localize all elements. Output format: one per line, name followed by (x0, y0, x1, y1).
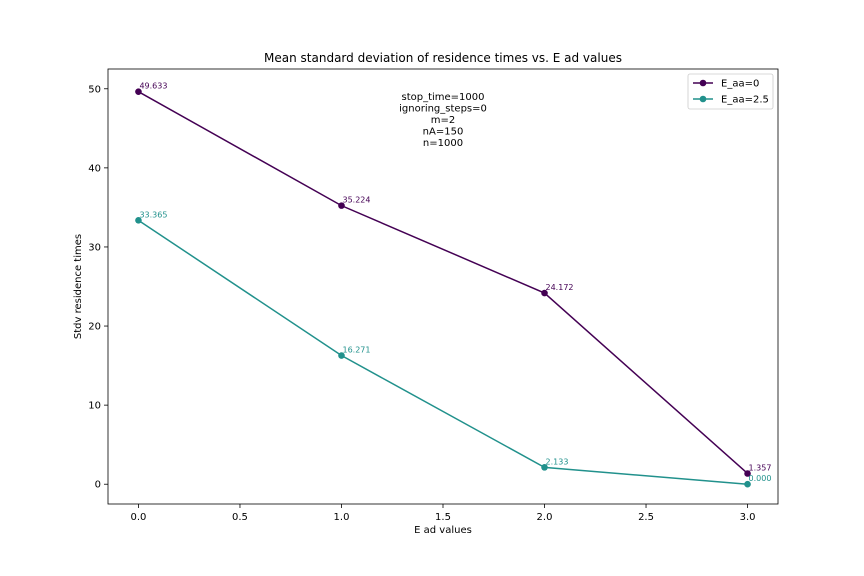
legend-item: E_aa=2.5 (693, 95, 769, 106)
annotation-line: ignoring_steps=0 (399, 104, 487, 115)
data-point (744, 480, 751, 488)
data-point (541, 289, 548, 297)
y-axis-label: Stdv residence times (73, 234, 84, 339)
y-tick-label: 20 (88, 322, 101, 333)
data-label: 1.357 (749, 463, 772, 472)
legend-label: E_aa=0 (721, 79, 759, 90)
series-1: 33.365 16.271 2.133 0.000 (135, 210, 772, 488)
y-tick-label: 50 (88, 84, 101, 95)
annotation-line: m=2 (431, 115, 455, 126)
data-label: 0.000 (749, 474, 772, 483)
x-tick-label: 2.5 (638, 512, 654, 523)
x-axis: 0.0 0.5 1.0 1.5 2.0 2.5 3.0 (131, 504, 756, 523)
series-line (138, 91, 749, 475)
data-label: 35.224 (342, 196, 370, 205)
y-axis: 0 10 20 30 40 50 (88, 84, 108, 491)
data-point (338, 352, 345, 359)
data-point (338, 202, 345, 209)
data-point (135, 217, 142, 224)
legend: E_aa=0 E_aa=2.5 (687, 73, 774, 110)
y-tick-label: 40 (88, 163, 101, 174)
x-tick-label: 1.0 (334, 512, 350, 523)
legend-item: E_aa=0 (693, 79, 759, 90)
x-tick-label: 0.0 (131, 512, 147, 523)
chart-title: Mean standard deviation of residence tim… (264, 51, 622, 65)
data-point (744, 470, 751, 477)
legend-marker (699, 95, 707, 103)
data-label: 33.365 (139, 210, 167, 219)
data-label: 49.633 (139, 82, 167, 91)
data-point (541, 464, 548, 471)
y-tick-label: 0 (95, 480, 101, 491)
y-tick-label: 10 (88, 401, 101, 412)
legend-marker (699, 79, 707, 87)
x-tick-label: 1.5 (435, 512, 451, 523)
x-tick-label: 0.5 (232, 512, 248, 523)
x-axis-label: E ad values (414, 525, 472, 536)
x-tick-label: 3.0 (740, 512, 756, 523)
x-tick-label: 2.0 (537, 512, 553, 523)
series-line (138, 219, 748, 485)
legend-label: E_aa=2.5 (721, 95, 769, 106)
annotation-line: nA=150 (423, 127, 464, 138)
annotation-line: stop_time=1000 (401, 92, 484, 103)
series-0: 49.633 35.224 24.172 1.357 (135, 82, 771, 477)
data-label: 16.271 (342, 346, 370, 355)
annotation-line: n=1000 (423, 138, 463, 149)
data-label: 2.133 (546, 457, 569, 466)
y-tick-label: 30 (88, 242, 101, 253)
series-layer: 49.633 35.224 24.172 1.357 33.365 16.271 2.133… (135, 82, 771, 488)
data-point (135, 88, 142, 95)
parameter-annotation: stop_time=1000ignoring_steps=0m=2nA=150n… (399, 92, 487, 149)
data-label: 24.172 (546, 283, 574, 292)
